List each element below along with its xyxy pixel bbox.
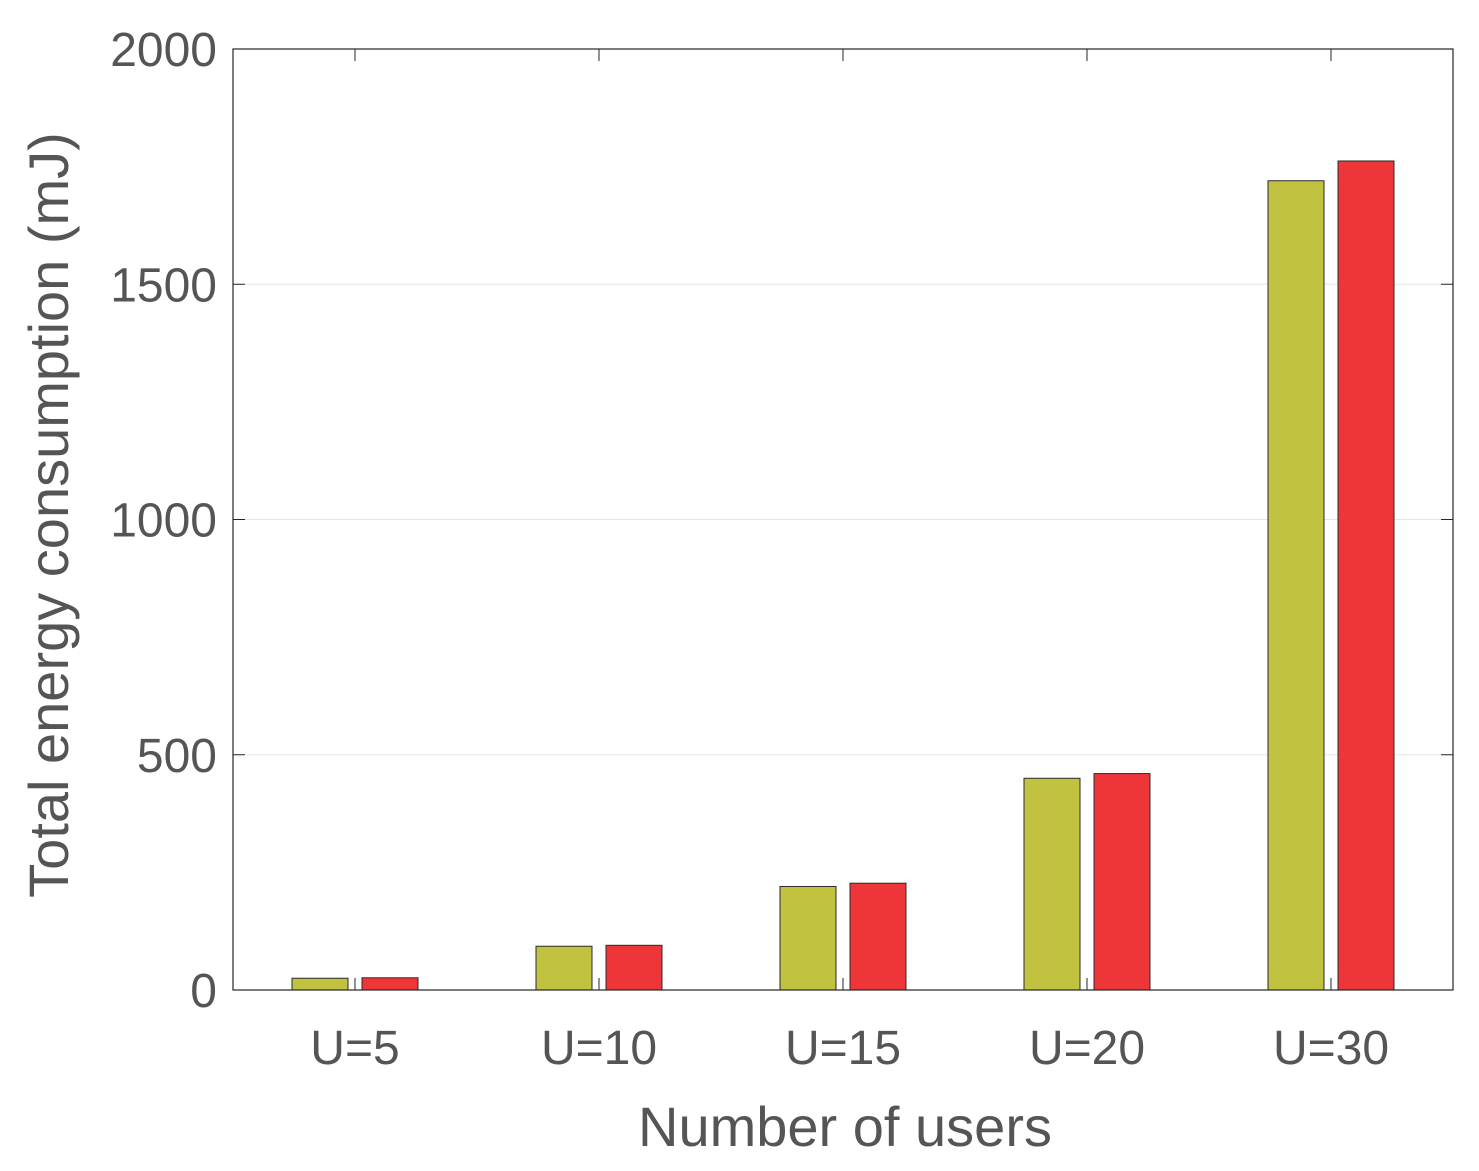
bar [779, 885, 837, 991]
bar [361, 977, 419, 991]
gridlines [233, 49, 1453, 990]
bar [1093, 773, 1151, 991]
x-tick-label: U=15 [785, 1022, 901, 1075]
x-tick-label: U=5 [310, 1022, 399, 1075]
y-tick-label: 0 [190, 965, 217, 1018]
x-tick-label: U=30 [1273, 1022, 1389, 1075]
y-tick-label: 2000 [110, 24, 217, 77]
y-axis-title: Total energy consumption (mJ) [17, 132, 80, 898]
tick-labels: 0 500 1000 1500 2000 U=5 U=10 U=15 U=20 U=30 [110, 24, 1389, 1075]
x-axis-title: Number of users [638, 1095, 1052, 1158]
bar [535, 945, 593, 991]
bar [605, 944, 663, 991]
bars [291, 160, 1395, 991]
x-tick-label: U=20 [1029, 1022, 1145, 1075]
x-tick-label: U=10 [541, 1022, 657, 1075]
bar [291, 977, 349, 991]
y-tick-label: 1500 [110, 259, 217, 312]
bar [1267, 180, 1325, 991]
axes [232, 48, 1454, 991]
y-tick-label: 1000 [110, 495, 217, 548]
y-tick-label: 500 [137, 730, 217, 783]
bar [1023, 777, 1081, 991]
bar [849, 882, 907, 991]
bar [1337, 160, 1395, 991]
